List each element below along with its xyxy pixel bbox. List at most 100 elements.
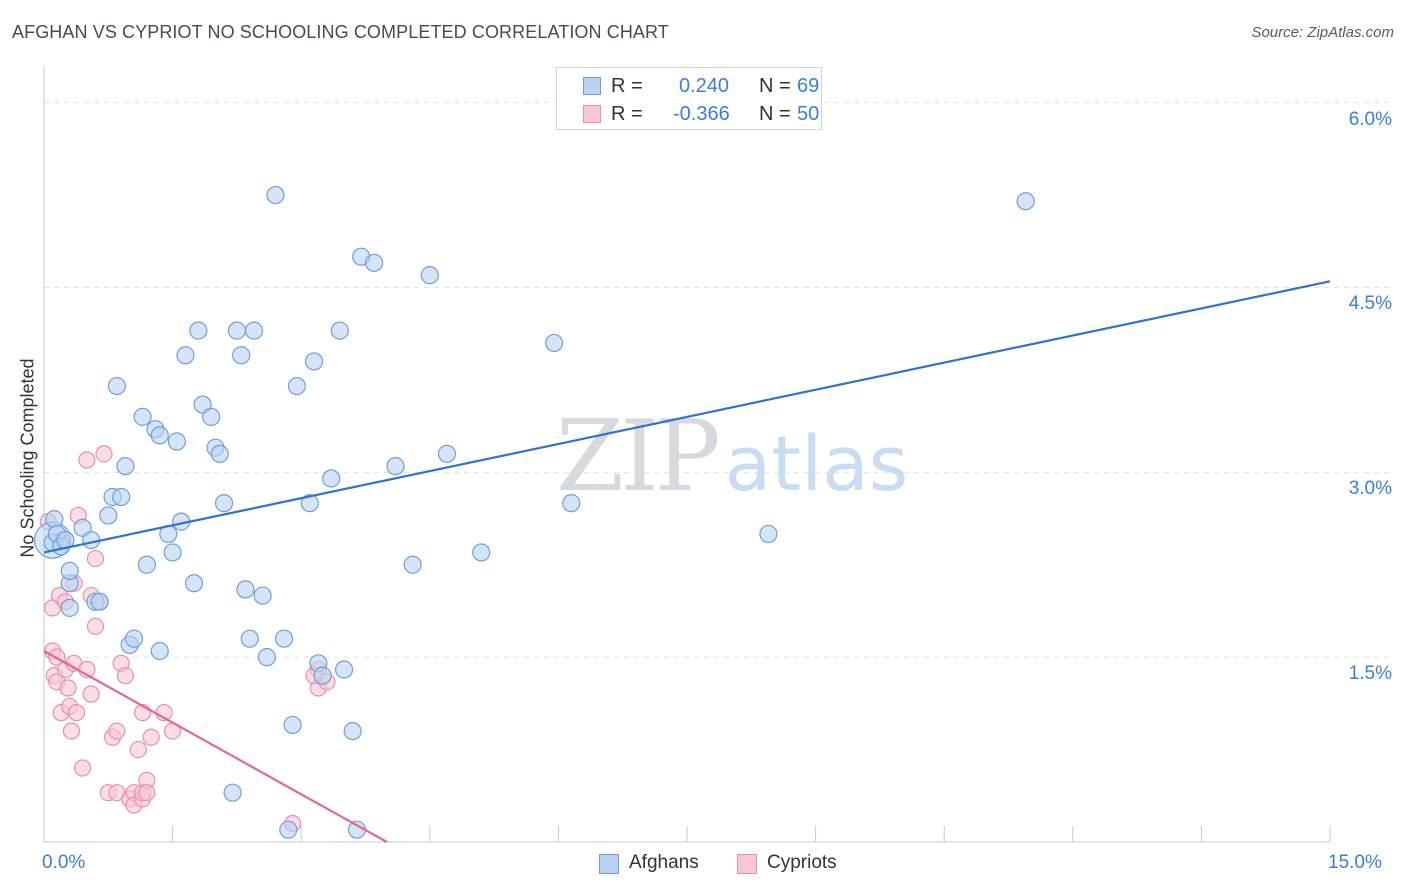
cypriot-point-23 — [86, 549, 105, 568]
afghan-point-42 — [253, 586, 272, 605]
afghan-point-36 — [223, 783, 242, 802]
afghan-point-48 — [287, 376, 307, 396]
cypriot-point-24 — [86, 617, 105, 635]
afghan-point-34 — [210, 444, 229, 463]
cypriots-legend-label: Cypriots — [767, 852, 837, 873]
cypriots-points — [39, 445, 336, 833]
afghans-n-label: N = — [759, 75, 791, 97]
afghan-point-67 — [759, 524, 778, 544]
afghan-point-22 — [150, 426, 169, 445]
watermark-zip: ZIP — [556, 400, 721, 514]
afghan-point-39 — [236, 580, 255, 599]
afghan-point-59 — [364, 253, 384, 272]
afghan-point-50 — [304, 352, 324, 371]
afghan-point-56 — [343, 721, 362, 741]
cypriots-n-label: N = — [759, 103, 791, 125]
afghan-point-46 — [279, 820, 298, 839]
stats-legend: R = 0.240 N = 69 R = -0.366 N = 50 — [556, 67, 822, 130]
afghan-point-44 — [266, 185, 285, 205]
afghan-point-63 — [437, 444, 457, 463]
x-tick-label-min: 0.0% — [42, 852, 86, 873]
afghan-point-40 — [240, 629, 259, 648]
afghan-point-54 — [330, 321, 349, 340]
source-credit: Source: ZipAtlas.com — [1251, 24, 1394, 41]
y-tick-label-1: 3.0% — [1348, 478, 1392, 500]
cypriot-point-36 — [129, 740, 147, 759]
cypriot-point-13 — [62, 722, 81, 740]
afghans-n-value: 69 — [797, 75, 820, 97]
afghan-point-53 — [322, 469, 341, 488]
y-tick-label-2: 4.5% — [1348, 293, 1392, 315]
afghan-point-52 — [313, 666, 332, 685]
afghans-legend-label: Afghans — [629, 852, 699, 873]
cypriot-point-30 — [108, 722, 126, 740]
afghan-point-49 — [300, 494, 319, 513]
afghan-point-7 — [60, 561, 79, 581]
afghan-point-64 — [472, 543, 491, 562]
y-axis-title: No Schooling Completed — [17, 358, 38, 558]
afghan-point-61 — [403, 555, 422, 574]
afghan-point-8 — [73, 518, 92, 537]
afghan-point-35 — [214, 494, 234, 513]
afghans-legend-swatch — [599, 854, 619, 874]
afghan-point-41 — [244, 321, 264, 340]
afghan-point-65 — [545, 333, 564, 353]
afghan-point-66 — [562, 494, 581, 513]
afghan-point-47 — [283, 715, 302, 735]
afghans-r-value: 0.240 — [679, 75, 730, 97]
cypriots-legend-swatch — [737, 854, 757, 874]
afghan-point-20 — [137, 555, 156, 574]
y-tick-label-0: 1.5% — [1348, 663, 1392, 685]
afghan-point-26 — [167, 432, 186, 451]
afghan-point-15 — [112, 487, 131, 507]
cypriot-point-26 — [95, 445, 113, 463]
afghan-point-37 — [227, 321, 246, 340]
afghans-r-label: R = — [611, 75, 643, 97]
gridlines — [44, 102, 1392, 658]
x-tick-label-max: 15.0% — [1328, 852, 1382, 873]
afghan-point-19 — [133, 407, 152, 426]
afghan-point-25 — [163, 543, 182, 562]
afghan-point-6 — [60, 598, 79, 617]
watermark: ZIP atlas — [556, 400, 908, 514]
cypriot-point-42 — [142, 728, 160, 746]
afghan-point-31 — [193, 395, 212, 414]
cypriot-point-41 — [138, 784, 156, 802]
afghan-point-55 — [334, 660, 354, 679]
afghan-point-45 — [274, 629, 294, 648]
afghan-point-11 — [90, 592, 109, 611]
cypriot-point-18 — [73, 759, 92, 777]
afghan-point-43 — [257, 648, 277, 667]
cypriot-point-16 — [67, 704, 86, 722]
afghan-point-68 — [1016, 192, 1035, 211]
afghans-points — [33, 185, 1035, 839]
afghan-point-1 — [45, 510, 64, 529]
watermark-atlas: atlas — [724, 419, 909, 508]
afghan-point-29 — [184, 574, 204, 593]
afghan-point-23 — [150, 641, 169, 661]
cypriots-r-label: R = — [611, 103, 643, 125]
afghan-point-14 — [107, 376, 126, 396]
cypriot-point-20 — [78, 451, 96, 469]
afghan-point-9 — [82, 530, 101, 550]
cypriots-trendline — [43, 650, 388, 843]
cypriot-point-32 — [116, 667, 135, 685]
cypriot-point-22 — [82, 685, 100, 703]
afghan-point-62 — [420, 266, 439, 285]
cypriots-swatch — [583, 105, 601, 123]
afghan-point-28 — [176, 346, 195, 365]
afghans-trendline — [43, 280, 1331, 554]
afghan-point-60 — [386, 457, 405, 476]
afghan-point-16 — [116, 457, 135, 476]
afghan-point-30 — [189, 321, 208, 340]
axes — [43, 66, 1331, 843]
afghan-point-12 — [99, 506, 118, 525]
cypriot-point-11 — [59, 679, 77, 697]
cypriots-n-value: 50 — [797, 103, 820, 125]
y-tick-label-3: 6.0% — [1348, 108, 1392, 130]
cypriots-r-value: -0.366 — [673, 103, 730, 125]
chart-title: AFGHAN VS CYPRIOT NO SCHOOLING COMPLETED… — [12, 22, 669, 42]
afghan-point-38 — [232, 346, 251, 365]
afghan-point-32 — [202, 407, 221, 426]
